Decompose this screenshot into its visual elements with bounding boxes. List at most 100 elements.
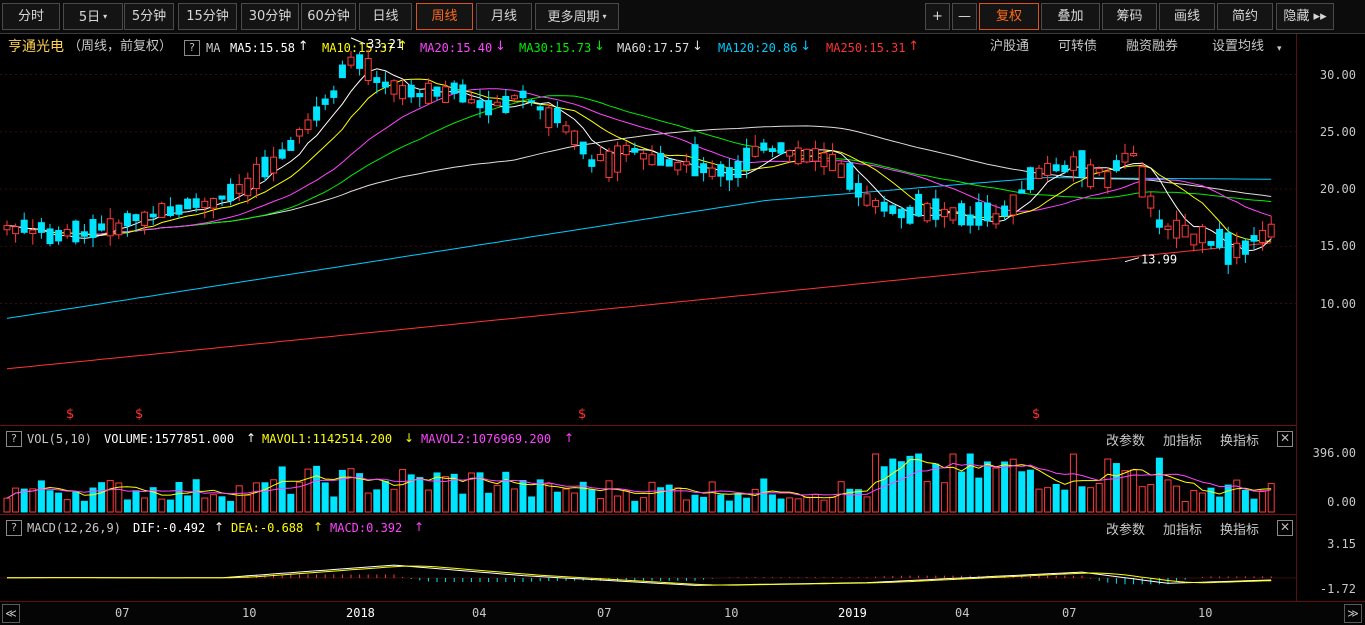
candle[interactable] xyxy=(1173,210,1181,249)
volume-bar[interactable] xyxy=(1216,496,1224,513)
candle[interactable] xyxy=(553,101,561,128)
volume-bar[interactable] xyxy=(1190,489,1198,513)
candle[interactable] xyxy=(184,197,192,210)
volume-bar[interactable] xyxy=(1138,486,1146,513)
candle[interactable] xyxy=(313,96,321,127)
candle[interactable] xyxy=(1233,232,1241,265)
macd-close-icon[interactable]: ✕ xyxy=(1277,520,1293,536)
candle[interactable] xyxy=(98,215,106,232)
volume-bar[interactable] xyxy=(1155,457,1163,513)
volume-bar[interactable] xyxy=(510,488,518,513)
volume-bar[interactable] xyxy=(536,479,544,513)
volume-bar[interactable] xyxy=(1173,485,1181,513)
volume-switch-indicator-link[interactable]: 换指标 xyxy=(1220,434,1260,449)
volume-bar[interactable] xyxy=(949,453,957,513)
candle[interactable] xyxy=(1052,157,1060,173)
candle[interactable] xyxy=(1121,143,1129,169)
volume-bar[interactable] xyxy=(37,480,45,513)
volume-bar[interactable] xyxy=(682,499,690,513)
candle[interactable] xyxy=(674,159,682,176)
candle[interactable] xyxy=(72,219,80,245)
volume-bar[interactable] xyxy=(252,482,260,513)
candle[interactable] xyxy=(983,195,991,227)
volume-bar[interactable] xyxy=(631,500,639,513)
volume-bar[interactable] xyxy=(347,468,355,513)
candle[interactable] xyxy=(760,138,768,154)
candle[interactable] xyxy=(1061,160,1069,174)
candle[interactable] xyxy=(1078,150,1086,188)
candle[interactable] xyxy=(923,201,931,223)
candle[interactable] xyxy=(209,197,217,219)
volume-bar[interactable] xyxy=(1078,486,1086,513)
volume-bar[interactable] xyxy=(1198,492,1206,513)
adjust-button[interactable]: 复权 xyxy=(979,3,1039,30)
candle[interactable] xyxy=(287,136,295,151)
volume-bar[interactable] xyxy=(313,465,321,513)
volume-bar[interactable] xyxy=(80,500,88,513)
candle[interactable] xyxy=(373,70,381,94)
candle[interactable] xyxy=(1250,226,1258,250)
volume-bar[interactable] xyxy=(261,482,269,513)
volume-bar[interactable] xyxy=(149,487,157,513)
candle[interactable] xyxy=(106,208,114,246)
volume-bar[interactable] xyxy=(89,487,97,513)
volume-bar[interactable] xyxy=(1181,500,1189,513)
candle[interactable] xyxy=(1155,209,1163,235)
period-button-1[interactable]: 5日 ▾ xyxy=(63,3,123,30)
candle[interactable] xyxy=(1018,180,1026,194)
volume-bar[interactable] xyxy=(106,480,114,513)
candle[interactable] xyxy=(1035,165,1043,179)
volume-bar[interactable] xyxy=(674,487,682,513)
simple-button[interactable]: 简约 xyxy=(1217,3,1273,30)
volume-bar[interactable] xyxy=(622,489,630,513)
candle[interactable] xyxy=(992,204,1000,229)
candle[interactable] xyxy=(493,95,501,107)
volume-bar[interactable] xyxy=(648,481,656,513)
candle[interactable] xyxy=(356,52,364,76)
volume-bar[interactable] xyxy=(829,496,837,513)
candle[interactable] xyxy=(1044,155,1052,182)
candle[interactable] xyxy=(571,129,579,150)
help-icon[interactable]: ? xyxy=(184,40,200,56)
candle[interactable] xyxy=(1009,194,1017,225)
candle[interactable] xyxy=(545,103,553,137)
volume-params-link[interactable]: 改参数 xyxy=(1106,434,1146,449)
chart-link-3[interactable]: 设置均线 xyxy=(1212,39,1265,54)
volume-bar[interactable] xyxy=(416,477,424,513)
volume-bar[interactable] xyxy=(1112,463,1120,513)
volume-bar[interactable] xyxy=(295,481,303,513)
candle[interactable] xyxy=(837,160,845,179)
volume-bar[interactable] xyxy=(399,469,407,513)
volume-bar[interactable] xyxy=(657,487,665,513)
volume-bar[interactable] xyxy=(743,497,751,513)
candle[interactable] xyxy=(614,141,622,182)
volume-bar[interactable] xyxy=(1009,458,1017,513)
volume-bar[interactable] xyxy=(940,482,948,513)
volume-bar[interactable] xyxy=(476,472,484,513)
candle[interactable] xyxy=(889,204,897,216)
volume-bar[interactable] xyxy=(227,500,235,513)
volume-bar[interactable] xyxy=(184,495,192,513)
candle[interactable] xyxy=(1259,221,1267,251)
volume-bar[interactable] xyxy=(751,488,759,513)
period-button-9[interactable]: 更多周期 ▾ xyxy=(535,3,619,30)
volume-bar[interactable] xyxy=(596,497,604,513)
volume-help-icon[interactable]: ? xyxy=(6,431,22,447)
volume-bar[interactable] xyxy=(244,494,252,513)
draw-line-button[interactable]: 画线 xyxy=(1159,3,1215,30)
candle[interactable] xyxy=(235,174,243,202)
candle[interactable] xyxy=(846,162,854,192)
volume-bar[interactable] xyxy=(958,471,966,513)
volume-bar[interactable] xyxy=(467,472,475,513)
volume-bar[interactable] xyxy=(98,482,106,513)
period-button-4[interactable]: 30分钟 xyxy=(241,3,299,30)
candle[interactable] xyxy=(657,145,665,166)
event-marker-icon[interactable]: $ xyxy=(66,407,74,422)
candle[interactable] xyxy=(975,193,983,231)
volume-bar[interactable] xyxy=(1061,489,1069,513)
zoom-in-button[interactable]: + xyxy=(925,3,950,30)
volume-add-indicator-link[interactable]: 加指标 xyxy=(1163,434,1203,449)
volume-bar[interactable] xyxy=(132,490,140,513)
volume-bar[interactable] xyxy=(158,498,166,513)
volume-bar[interactable] xyxy=(381,480,389,513)
